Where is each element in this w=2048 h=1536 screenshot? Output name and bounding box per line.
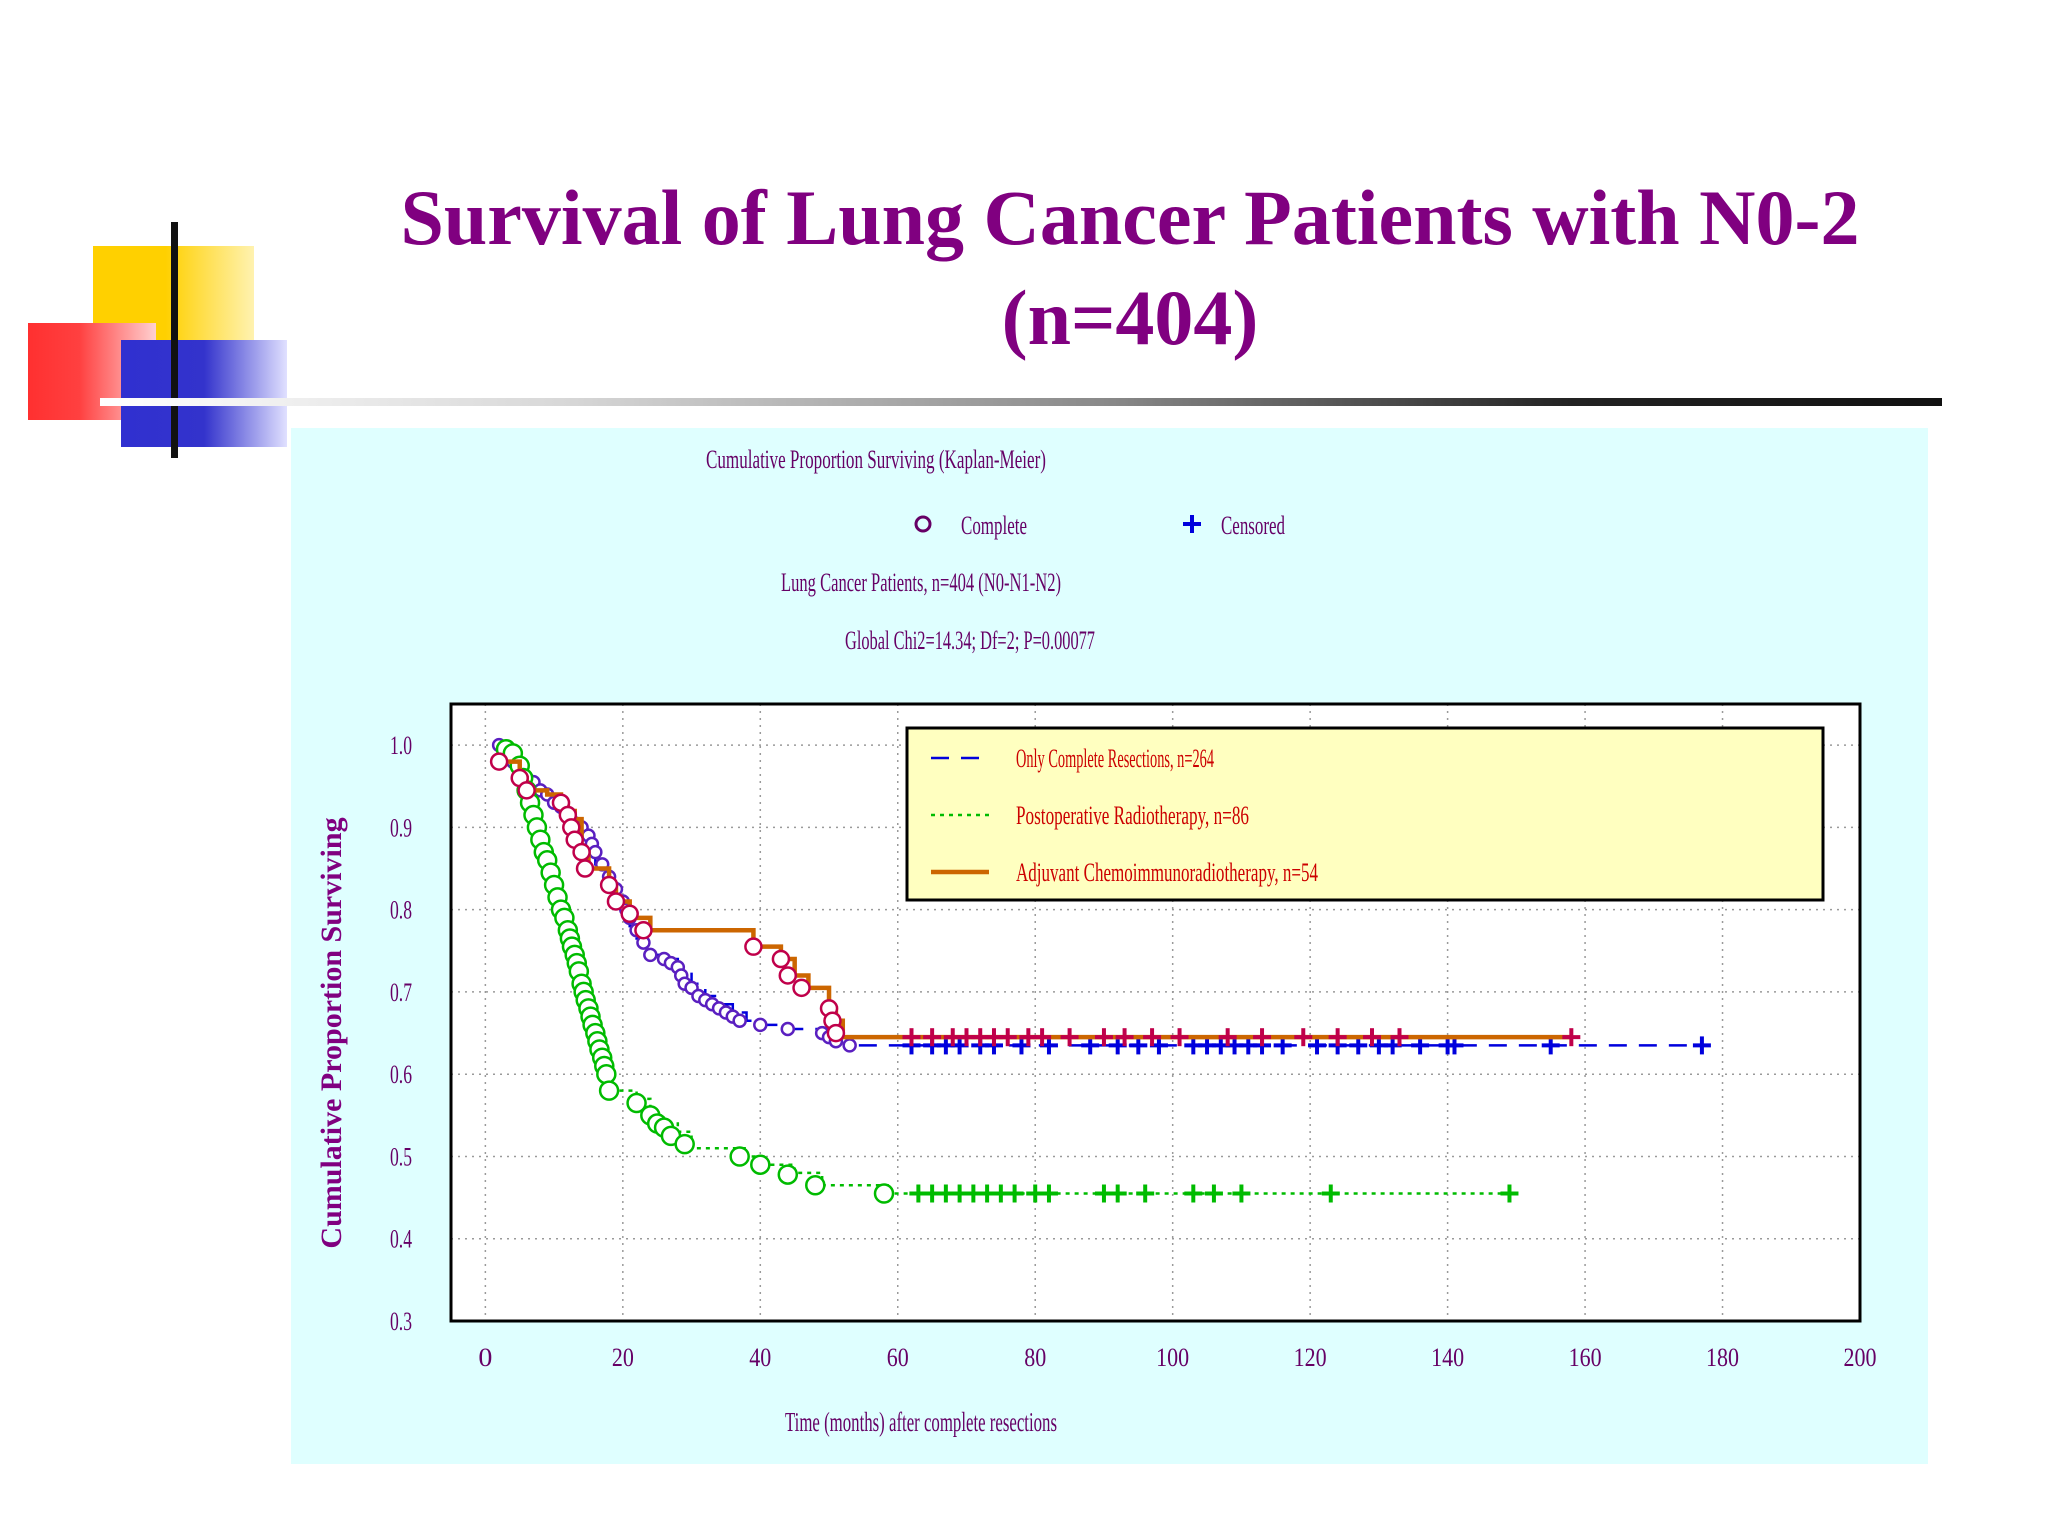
x-tick-label: 0: [478, 1343, 492, 1372]
complete-event-marker: [643, 947, 658, 963]
slide-title: Survival of Lung Cancer Patients with N0…: [400, 174, 1860, 361]
censored-marker: [1390, 1028, 1409, 1047]
censored-marker: [1363, 1028, 1382, 1047]
x-tick-label: 20: [612, 1343, 634, 1372]
censored-marker: [1115, 1028, 1134, 1047]
x-tick-label: 80: [1024, 1343, 1046, 1372]
censored-marker: [1328, 1028, 1347, 1047]
legend: Only Complete Resections, n=264 Postopera…: [905, 726, 1825, 902]
plot-frame: [449, 702, 1862, 1323]
y-tick-label: 0.6: [390, 1060, 412, 1089]
complete-event-marker: [792, 978, 811, 998]
complete-event-marker: [778, 966, 798, 985]
censored-marker: [1562, 1028, 1581, 1047]
complete-event-marker: [826, 1023, 846, 1043]
complete-event-marker: [620, 904, 639, 924]
series-2: [489, 752, 1581, 1047]
censored-marker: [1500, 1184, 1519, 1203]
complete-event-marker: [599, 875, 619, 895]
legend-box: [905, 726, 1825, 902]
censored-marker: [1143, 1028, 1162, 1047]
x-tick-label: 140: [1431, 1343, 1464, 1372]
censored-marker: [1170, 1028, 1189, 1047]
decor-vertical-bar: [171, 222, 178, 458]
complete-event-marker: [729, 1146, 750, 1167]
complete-event-marker: [771, 949, 791, 969]
censored-marker: [1692, 1036, 1711, 1055]
y-tick-label: 0.4: [390, 1225, 412, 1254]
complete-event-marker: [750, 1154, 771, 1175]
complete-event-marker: [517, 781, 536, 800]
decor-blue-square: [121, 340, 287, 447]
complete-event-marker: [626, 1092, 647, 1114]
censored-marker: [998, 1028, 1017, 1047]
x-axis-label: Time (months) after complete resections: [785, 1407, 1057, 1437]
marker-key-complete-label: Complete: [961, 511, 1027, 540]
censored-marker: [1218, 1028, 1237, 1047]
censored-marker: [1204, 1184, 1223, 1203]
censored-marker: [1136, 1184, 1155, 1203]
censored-marker: [923, 1028, 942, 1047]
complete-event-marker: [674, 1133, 695, 1155]
y-axis-label: Cumulative Proportion Surviving: [315, 817, 348, 1248]
legend-label-0: Only Complete Resections, n=264: [1016, 744, 1214, 773]
chart-title: Cumulative Proportion Surviving (Kaplan-…: [706, 445, 1046, 474]
complete-event-marker: [805, 1175, 826, 1196]
x-tick-label: 160: [1569, 1343, 1602, 1372]
y-tick-label: 0.9: [390, 813, 412, 842]
complete-event-marker: [842, 1038, 857, 1053]
x-tick-label: 180: [1706, 1343, 1739, 1372]
complete-event-marker: [598, 1080, 620, 1101]
chart-panel: Cumulative Proportion Surviving (Kaplan-…: [291, 428, 1928, 1464]
x-tick-label: 200: [1844, 1343, 1877, 1372]
censored-marker: [1184, 1184, 1203, 1203]
title-rule: [100, 398, 1942, 406]
complete-event-marker: [873, 1183, 895, 1204]
complete-event-marker: [777, 1164, 799, 1185]
complete-event-marker: [732, 1013, 747, 1028]
complete-event-marker: [634, 920, 653, 940]
x-tick-label: 100: [1156, 1343, 1189, 1372]
censored-marker: [1094, 1028, 1113, 1047]
censored-marker: [1033, 1028, 1052, 1047]
censored-marker: [1039, 1184, 1058, 1203]
complete-event-marker: [744, 937, 763, 956]
y-tick-label: 0.5: [390, 1142, 412, 1171]
censored-marker: [1253, 1028, 1272, 1047]
censored-marker: [1232, 1184, 1251, 1203]
legend-label-1: Postoperative Radiotherapy, n=86: [1016, 801, 1249, 830]
complete-event-marker: [575, 859, 595, 878]
complete-event-marker: [572, 842, 591, 862]
censored-marker: [1294, 1028, 1313, 1047]
y-tick-label: 1.0: [390, 731, 412, 760]
complete-event-marker: [780, 1021, 796, 1037]
km-chart: Cumulative Proportion Surviving (Kaplan-…: [315, 445, 1877, 1437]
chart-subtitle-line-1: Lung Cancer Patients, n=404 (N0-N1-N2): [781, 568, 1061, 597]
complete-event-marker: [489, 752, 509, 771]
censored-marker: [1321, 1184, 1340, 1203]
y-tick-label: 0.7: [390, 978, 412, 1007]
complete-event-marker: [588, 844, 603, 860]
censored-marker: [1005, 1184, 1024, 1203]
complete-event-marker: [596, 1063, 617, 1085]
x-tick-label: 40: [749, 1343, 771, 1372]
censored-marker-icon: [1183, 515, 1201, 533]
y-tick-label: 0.8: [390, 896, 412, 925]
x-tick-label: 120: [1294, 1343, 1327, 1372]
marker-key-censored-label: Censored: [1221, 511, 1285, 540]
chart-subtitle-line-2: Global Chi2=14.34; Df=2; P=0.00077: [845, 626, 1095, 655]
complete-marker-icon: [914, 515, 932, 533]
censored-marker: [1108, 1184, 1127, 1203]
x-tick-label: 60: [887, 1343, 909, 1372]
legend-label-2: Adjuvant Chemoimmunoradiotherapy, n=54: [1016, 858, 1318, 887]
complete-event-marker: [606, 892, 626, 911]
y-tick-label: 0.3: [390, 1307, 412, 1336]
complete-event-marker: [753, 1017, 768, 1033]
censored-marker: [902, 1028, 921, 1047]
censored-marker: [1060, 1028, 1079, 1047]
